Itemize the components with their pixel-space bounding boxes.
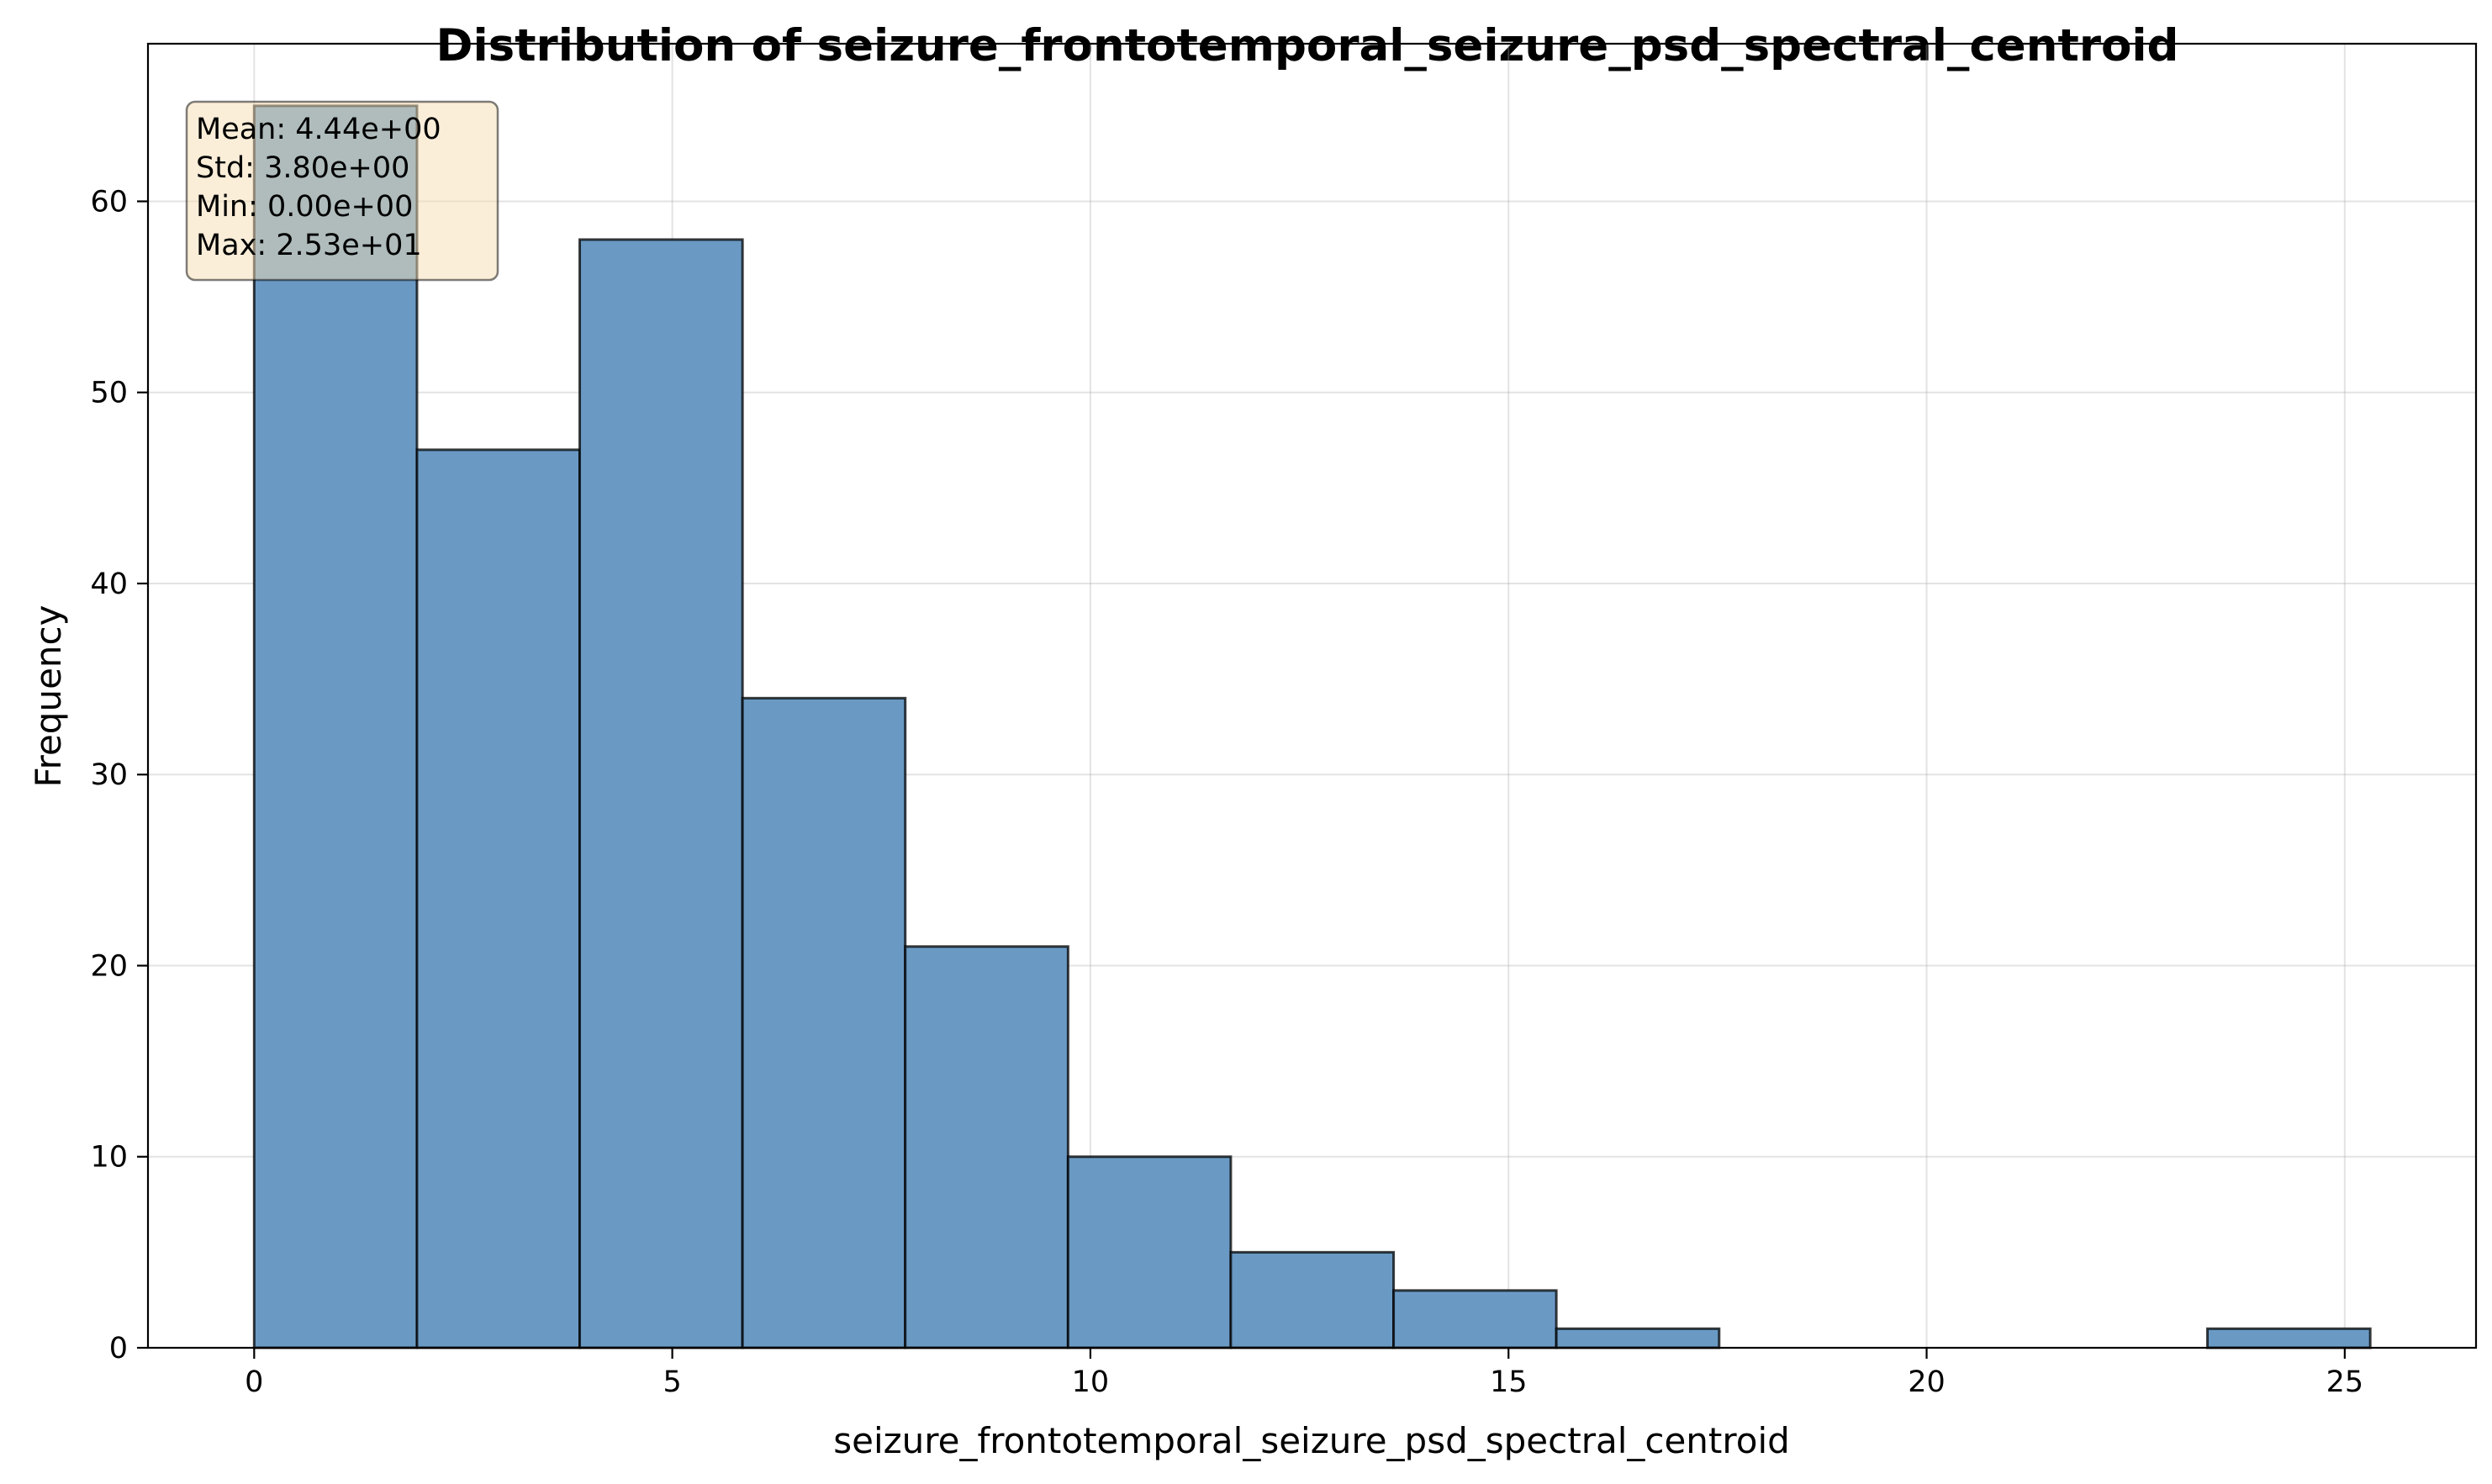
stats-max: Max: 2.53e+01 [196,229,422,262]
x-tick-label: 20 [1908,1365,1946,1399]
histogram-bar [741,696,907,1349]
x-tick-label: 0 [245,1365,263,1399]
plot-frame [146,42,2478,1349]
bars [252,104,2372,1349]
histogram-bar [1229,1250,1396,1349]
stats-box: Mean: 4.44e+00 Std: 3.80e+00 Min: 0.00e+… [185,100,499,282]
histogram-bar [2206,1327,2372,1349]
y-tick-label: 0 [109,1332,128,1365]
axis-ticks: 0 5 10 15 20 25 0 10 20 30 40 50 60 [90,185,2363,1399]
y-axis-label: Frequency [28,605,69,788]
stats-std: Std: 3.80e+00 [196,151,409,185]
y-tick-label: 40 [90,568,128,601]
histogram-bar [1392,1289,1558,1349]
stats-mean: Mean: 4.44e+00 [196,113,441,146]
histogram-bar [1555,1327,1721,1349]
y-tick-label: 50 [90,377,128,410]
histogram-bar [252,104,419,1349]
x-tick-label: 25 [2326,1365,2364,1399]
y-tick-label: 20 [90,949,128,983]
histogram-bar [1066,1155,1233,1349]
y-tick-label: 30 [90,758,128,792]
x-tick-label: 5 [663,1365,681,1399]
x-axis-label: seizure_frontotemporal_seizure_psd_spect… [833,1420,1790,1461]
y-tick-label: 60 [90,185,128,219]
x-tick-label: 10 [1072,1365,1110,1399]
chart-title: Distribution of seizure_frontotemporal_s… [436,20,2179,71]
histogram-bar [904,945,1069,1349]
histogram-bar [415,448,582,1349]
histogram-bar [578,238,744,1349]
y-tick-label: 10 [90,1141,128,1175]
stats-box-background [185,100,499,282]
x-tick-label: 15 [1490,1365,1528,1399]
stats-min: Min: 0.00e+00 [196,190,413,224]
